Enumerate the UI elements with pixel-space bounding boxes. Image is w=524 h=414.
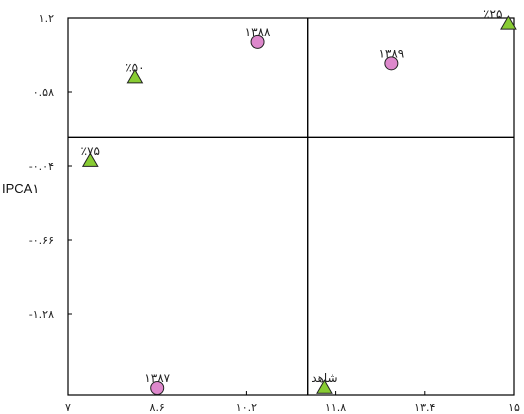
y-axis-label: IPCA۱ [2,181,39,196]
circle-point [150,381,165,395]
x-tick-label: ۷ [65,401,71,414]
y-tick-label: ۰.۵۸ [33,86,54,99]
y-axis-ticks: ۱.۲ ۰.۵۸ -۰.۰۴ -۰.۶۶ -۱.۲۸ [29,12,72,321]
point-label: ٪۲۵ [483,7,502,21]
triangle-point [500,15,517,30]
triangle-point [126,68,144,84]
point-label: ٪۷۵ [81,144,100,158]
point-label: شاهد [311,371,337,385]
x-axis-ticks: ۷ ۸.۶ ۱۰.۲ ۱۱.۸ ۱۳.۴ ۱۵ [65,391,520,414]
point-label: ٪۵۰ [125,61,144,75]
circle-point [384,56,399,71]
plot-frame [67,17,515,396]
x-tick-label: ۱۳.۴ [414,401,435,414]
y-tick-label: -۱.۲۸ [29,308,54,321]
triangle-point [81,152,99,167]
x-tick-label: ۱۰.۲ [236,401,257,414]
y-tick-label: -۰.۰۴ [29,160,54,173]
x-tick-label: ۱۵ [508,401,520,414]
y-tick-label: ۱.۲ [39,12,54,25]
y-tick-label: -۰.۶۶ [29,234,54,247]
data-points: ۱۳۸۸ ۱۳۸۹ ۱۳۸۷ ٪۲۵ ٪۵۰ ٪۷۵ شاهد [81,7,517,395]
x-tick-label: ۸.۶ [150,401,165,414]
triangle-point [316,379,333,394]
point-label: ۱۳۸۷ [144,371,170,385]
point-label: ۱۳۸۹ [378,46,404,60]
circle-point [250,34,265,49]
x-tick-label: ۱۱.۸ [325,401,346,414]
point-label: ۱۳۸۸ [245,25,271,39]
